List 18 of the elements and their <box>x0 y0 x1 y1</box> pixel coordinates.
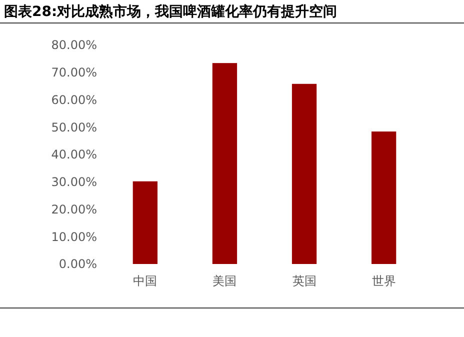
y-tick-label: 40.00% <box>51 148 97 162</box>
x-tick-label: 中国 <box>133 274 158 288</box>
y-tick-label: 50.00% <box>51 120 97 134</box>
y-tick-label: 70.00% <box>51 66 97 80</box>
y-tick-label: 20.00% <box>51 202 97 216</box>
bar <box>292 84 317 264</box>
y-tick-label: 80.00% <box>51 38 97 52</box>
y-tick-label: 60.00% <box>51 92 97 107</box>
x-tick-label: 英国 <box>292 274 316 288</box>
chart-title: 图表28:对比成熟市场，我国啤酒罐化率仍有提升空间 <box>4 3 338 20</box>
bar <box>371 132 396 264</box>
bar <box>212 63 238 264</box>
x-tick-label: 美国 <box>212 274 237 288</box>
y-tick-label: 30.00% <box>51 175 97 190</box>
bar <box>132 181 158 264</box>
y-tick-label: 10.00% <box>51 230 97 244</box>
x-tick-label: 世界 <box>372 274 396 288</box>
y-tick-label: 0.00% <box>58 257 97 272</box>
